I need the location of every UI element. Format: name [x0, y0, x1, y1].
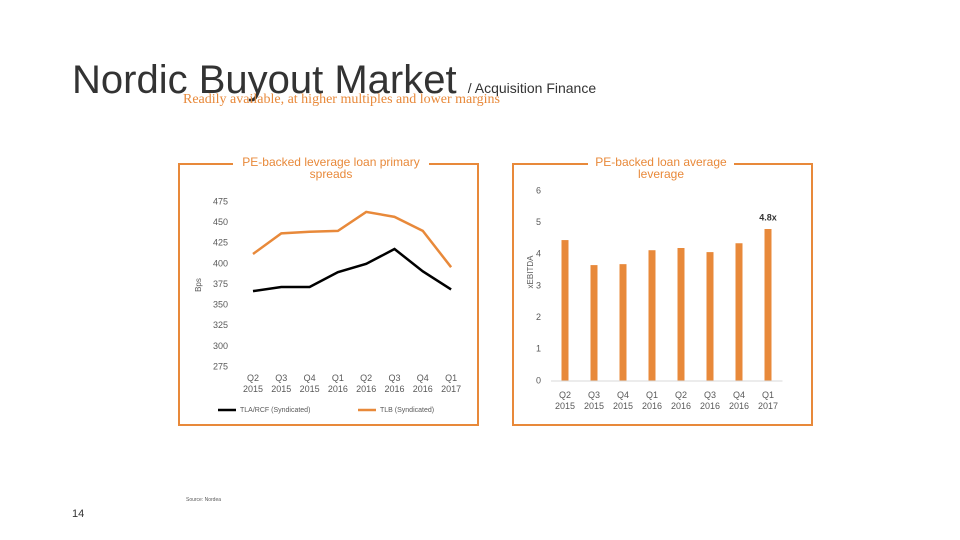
- y-axis-label: xEBITDA: [526, 255, 535, 289]
- y-tick-label: 375: [213, 279, 228, 289]
- y-tick-label: 3: [536, 280, 541, 290]
- bar: [619, 264, 627, 381]
- legend-label: TLA/RCF (Syndicated): [240, 407, 310, 414]
- title-suffix: / Acquisition Finance: [467, 80, 597, 96]
- x-tick-label: Q4 2015: [612, 390, 634, 411]
- slide-title: Nordic Buyout Market / Acquisition Finan…: [72, 58, 596, 103]
- x-tick-label: Q3 2016: [699, 390, 721, 411]
- title-main: Nordic Buyout Market: [72, 58, 457, 102]
- y-tick-label: 1: [536, 344, 541, 354]
- y-tick-label: 300: [213, 341, 228, 351]
- y-tick-label: 475: [213, 196, 228, 206]
- page-number: 14: [72, 508, 85, 520]
- bar: [561, 240, 569, 381]
- bar: [706, 252, 714, 381]
- chart-title: PE-backed loan average leverage: [588, 156, 734, 180]
- legend-label: TLB (Syndicated): [380, 407, 434, 414]
- y-axis-label: Bps: [194, 278, 203, 292]
- chart-title: PE-backed leverage loan primary spreads: [233, 156, 429, 180]
- y-tick-label: 2: [536, 312, 541, 322]
- x-tick-label: Q3 2015: [271, 373, 292, 394]
- y-tick-label: 0: [536, 375, 541, 385]
- x-tick-label: Q2 2016: [670, 390, 692, 411]
- y-tick-label: 275: [213, 361, 228, 371]
- value-label: 4.8x: [759, 212, 777, 222]
- y-tick-label: 350: [213, 300, 228, 310]
- x-tick-label: Q1 2016: [641, 390, 663, 411]
- x-tick-label: Q4 2016: [728, 390, 750, 411]
- y-tick-label: 5: [536, 217, 541, 227]
- x-tick-label: Q2 2016: [356, 373, 377, 394]
- line-series: [252, 247, 452, 293]
- bar: [590, 265, 598, 381]
- x-tick-label: Q2 2015: [554, 390, 576, 411]
- bar: [648, 250, 656, 381]
- source: Source: Nordea: [186, 497, 222, 503]
- bar: [735, 243, 743, 381]
- x-tick-label: Q1 2016: [327, 373, 348, 394]
- y-tick-label: 4: [536, 249, 541, 259]
- x-tick-label: Q4 2015: [299, 373, 320, 394]
- x-tick-label: Q3 2015: [583, 390, 605, 411]
- y-tick-label: 425: [213, 238, 228, 248]
- x-tick-label: Q4 2016: [412, 373, 433, 394]
- y-tick-label: 6: [536, 185, 541, 195]
- subtitle: Readily available, at higher multiples a…: [183, 92, 500, 107]
- x-tick-label: Q1 2017: [757, 390, 779, 411]
- y-tick-label: 325: [213, 320, 228, 330]
- bar: [677, 248, 685, 381]
- bar: [764, 229, 772, 381]
- line-series: [252, 210, 453, 268]
- y-tick-label: 400: [213, 258, 228, 268]
- x-tick-label: Q3 2016: [384, 373, 405, 394]
- x-tick-label: Q2 2015: [242, 373, 264, 394]
- x-tick-label: Q1 2017: [441, 373, 462, 394]
- y-tick-label: 450: [213, 217, 228, 227]
